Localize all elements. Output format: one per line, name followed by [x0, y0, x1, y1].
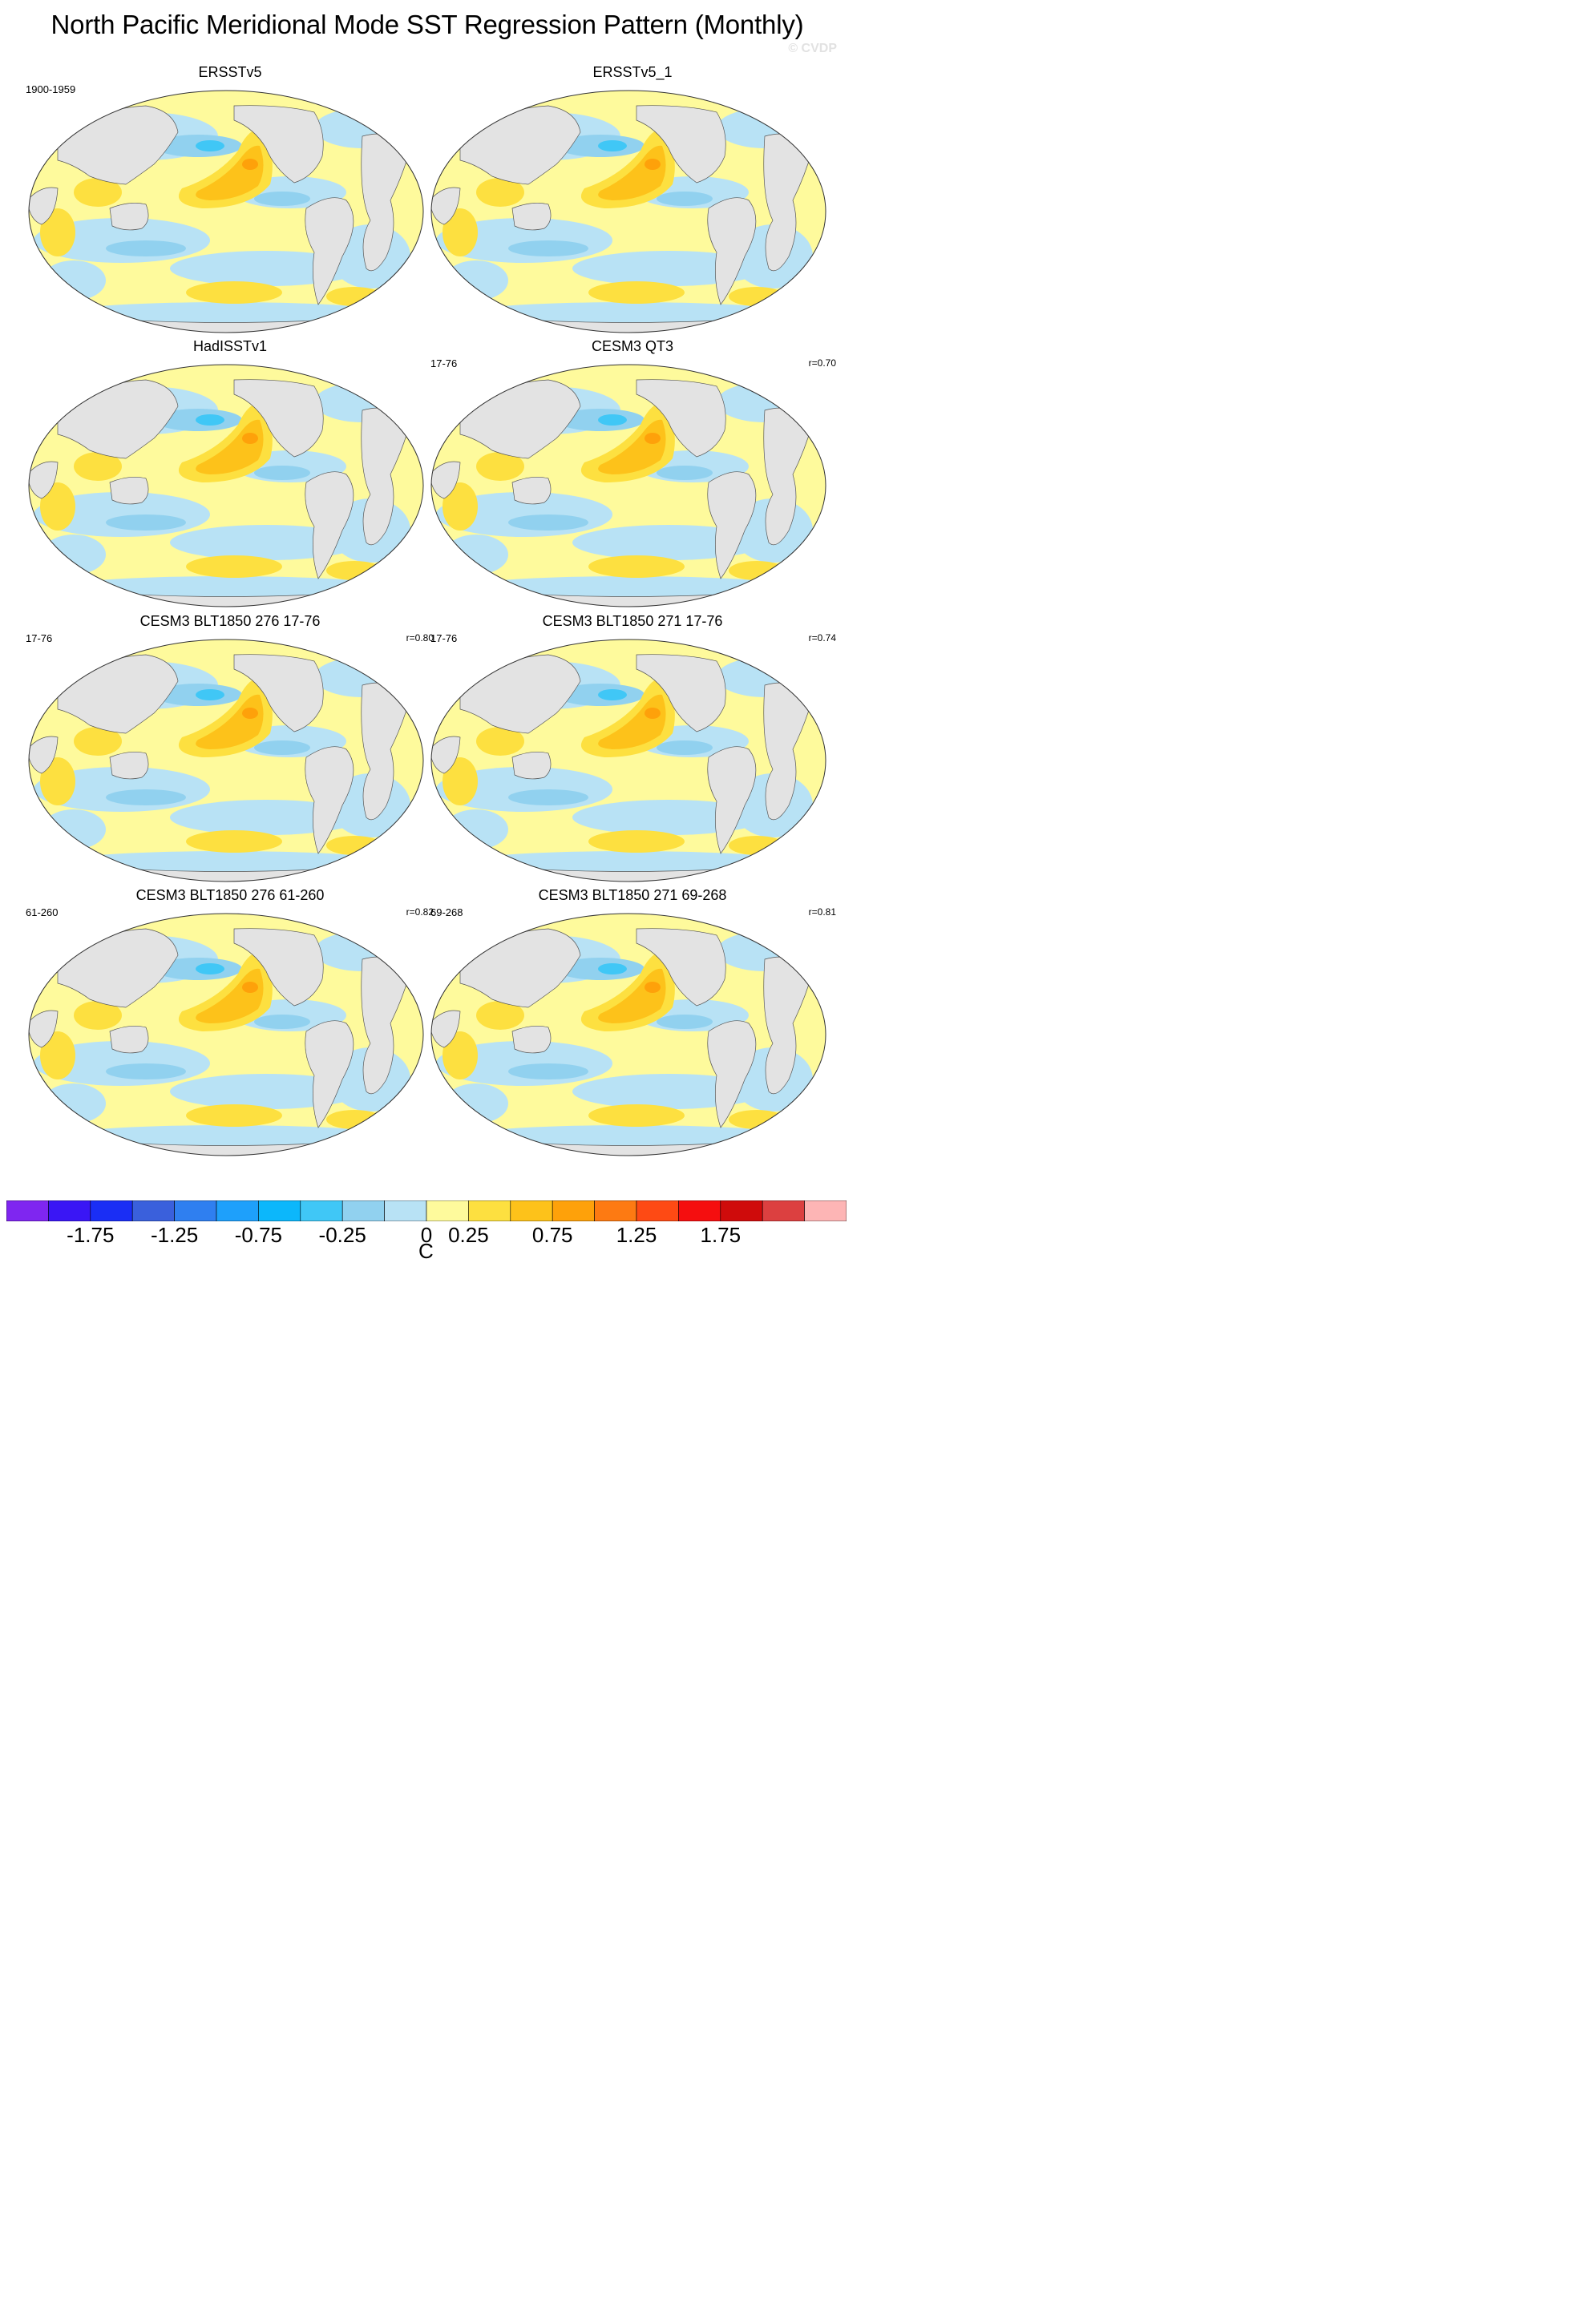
map-panel: CESM3 BLT1850 276 61-260 61-260 r=0.82: [22, 887, 438, 1161]
colorbar-swatch: [678, 1200, 721, 1221]
panel-title: CESM3 BLT1850 271 17-76: [542, 613, 723, 629]
period-label: 69-268: [430, 906, 463, 918]
colorbar-swatch: [804, 1200, 847, 1221]
colorbar-swatch: [216, 1200, 259, 1221]
map-panel: CESM3 BLT1850 271 69-268 69-268 r=0.81: [424, 887, 841, 1161]
panel-title: CESM3 BLT1850 276 61-260: [135, 887, 325, 903]
pattern-correlation: r=0.74: [808, 632, 836, 644]
panel-title: ERSSTv5: [198, 64, 262, 80]
colorbar-tick-label: 0: [420, 1223, 433, 1247]
sst-regression-map: [430, 90, 826, 333]
colorbar-swatch: [468, 1200, 511, 1221]
period-label: 1900-1959: [26, 83, 76, 95]
period-label: 17-76: [26, 632, 53, 644]
pattern-correlation: r=0.82: [406, 906, 434, 918]
cvdp-watermark: © CVDP: [788, 42, 837, 55]
map-panel: ERSSTv5_1: [424, 64, 841, 338]
pattern-correlation: r=0.81: [808, 906, 836, 918]
colorbar-swatch: [552, 1200, 595, 1221]
colorbar-swatch: [48, 1200, 91, 1221]
map-panel: CESM3 BLT1850 276 17-76 17-76 r=0.80: [22, 613, 438, 887]
colorbar-swatch: [636, 1200, 679, 1221]
colorbar-swatch: [258, 1200, 301, 1221]
map-panel: CESM3 BLT1850 271 17-76 17-76 r=0.74: [424, 613, 841, 887]
sst-regression-map: [28, 364, 424, 607]
map-panel: ERSSTv5 1900-1959: [22, 64, 438, 338]
panel-title: CESM3 BLT1850 271 69-268: [538, 887, 727, 903]
colorbar-swatch: [131, 1200, 175, 1221]
panel-title: ERSSTv5_1: [592, 64, 673, 80]
colorbar-swatch: [594, 1200, 637, 1221]
colorbar-swatch: [426, 1200, 469, 1221]
map-panel: CESM3 QT3 17-76 r=0.70: [424, 338, 841, 612]
sst-regression-map: [430, 639, 826, 882]
panel-title: CESM3 QT3: [591, 338, 674, 354]
pattern-correlation: r=0.80: [406, 632, 434, 644]
sst-regression-map: [28, 913, 424, 1156]
sst-regression-map: [430, 913, 826, 1156]
panel-title: CESM3 BLT1850 276 17-76: [139, 613, 321, 629]
colorbar: [6, 1200, 847, 1221]
colorbar-tick-label: -1.75: [67, 1223, 115, 1247]
colorbar-swatch: [720, 1200, 763, 1221]
figure-title: North Pacific Meridional Mode SST Regres…: [51, 10, 804, 39]
colorbar-tick-label: 0.75: [531, 1223, 573, 1247]
colorbar-swatch: [510, 1200, 553, 1221]
colorbar-tick-label: 1.75: [700, 1223, 742, 1247]
colorbar-swatch: [90, 1200, 133, 1221]
sst-regression-map: [28, 90, 424, 333]
colorbar-swatch: [174, 1200, 217, 1221]
colorbar-swatch: [762, 1200, 805, 1221]
colorbar-tick-label: 0.25: [448, 1223, 489, 1247]
period-label: 17-76: [430, 632, 458, 644]
colorbar-swatch: [384, 1200, 427, 1221]
pattern-correlation: r=0.70: [808, 357, 836, 369]
colorbar-swatch: [6, 1200, 49, 1221]
colorbar-swatch: [300, 1200, 343, 1221]
colorbar-tick-label: -0.75: [234, 1223, 283, 1247]
sst-regression-map: [430, 364, 826, 607]
map-panel: HadISSTv1: [22, 338, 438, 612]
period-label: 17-76: [430, 357, 458, 369]
colorbar-tick-label: -1.25: [150, 1223, 199, 1247]
colorbar-unit: C: [418, 1239, 434, 1263]
colorbar-tick-label: 1.25: [616, 1223, 657, 1247]
period-label: 61-260: [26, 906, 59, 918]
colorbar-swatch: [341, 1200, 385, 1221]
colorbar-tick-label: -0.25: [318, 1223, 366, 1247]
sst-regression-map: [28, 639, 424, 882]
panel-title: HadISSTv1: [192, 338, 268, 354]
